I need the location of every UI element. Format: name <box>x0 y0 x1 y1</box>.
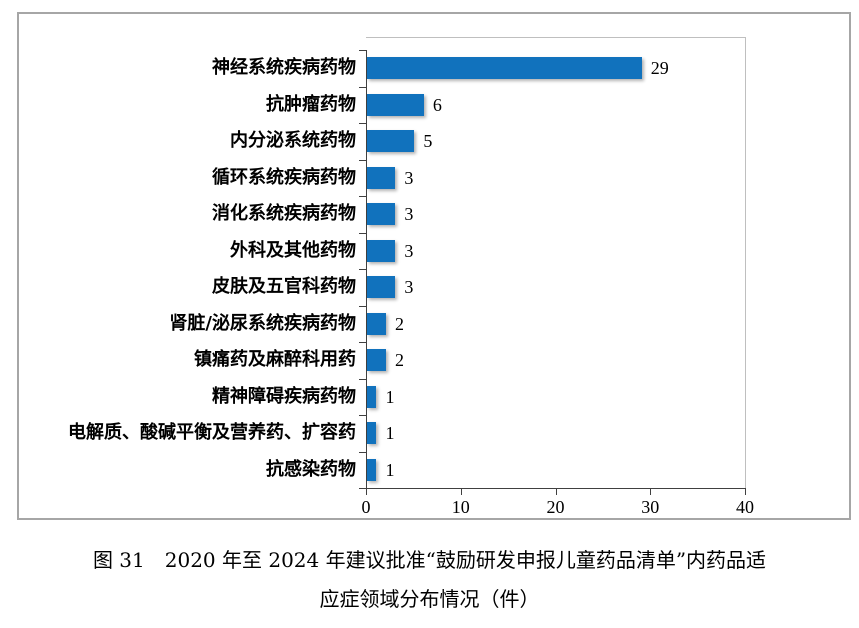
bar-value-label: 29 <box>650 58 669 79</box>
caption-line-1: 图 31 2020 年至 2024 年建议批准“鼓励研发申报儿童药品清单”内药品… <box>92 548 767 572</box>
y-axis-tick <box>359 378 366 380</box>
bar <box>367 458 377 481</box>
bar <box>367 130 415 153</box>
y-axis-tick <box>359 159 366 161</box>
bar <box>367 276 396 299</box>
bar <box>367 57 642 80</box>
bar-value-label: 3 <box>404 204 414 225</box>
bar <box>367 203 396 226</box>
x-axis-tick-label: 10 <box>451 497 470 517</box>
y-axis-tick <box>359 451 366 453</box>
bar <box>367 239 396 262</box>
category-label: 皮肤及五官科药物 <box>212 276 356 297</box>
bar-value-label: 3 <box>404 240 414 261</box>
y-axis-tick <box>359 50 366 51</box>
y-axis-tick <box>359 232 366 234</box>
y-axis-tick <box>359 86 366 88</box>
category-label: 神经系统疾病药物 <box>212 57 356 78</box>
category-label: 镇痛药及麻醉科用药 <box>194 349 356 370</box>
category-label: 抗感染药物 <box>266 458 356 480</box>
bar <box>367 422 377 445</box>
category-label: 消化系统疾病药物 <box>212 203 356 224</box>
bar-value-label: 3 <box>404 277 414 298</box>
bar-value-label: 2 <box>394 313 404 334</box>
bar <box>367 349 386 372</box>
bar-value-label: 1 <box>385 386 395 407</box>
x-axis-tick-label: 30 <box>641 497 660 517</box>
y-axis-tick <box>359 415 366 416</box>
plot-border-right <box>745 37 746 488</box>
category-label: 精神障碍疾病药物 <box>212 385 356 407</box>
bar <box>367 93 424 116</box>
y-axis-tick <box>359 269 366 270</box>
x-axis-tick <box>555 488 557 495</box>
y-axis-tick <box>359 196 366 197</box>
chart-caption: 图 31 2020 年至 2024 年建议批准“鼓励研发申报儿童药品清单”内药品… <box>0 541 859 619</box>
y-axis-tick <box>359 305 366 307</box>
plot-area: 神经系统疾病药物 29 抗肿瘤药物 6 内分泌系统药物 5 循环系统疾病药物 3 消化系统疾病药… <box>19 14 849 518</box>
bar-value-label: 1 <box>385 459 395 480</box>
category-label: 内分泌系统药物 <box>230 130 356 151</box>
x-axis-tick-label: 40 <box>736 497 754 517</box>
category-label: 外科及其他药物 <box>230 239 356 261</box>
chart-frame: 神经系统疾病药物 29 抗肿瘤药物 6 内分泌系统药物 5 循环系统疾病药物 3 消化系统疾病药… <box>17 12 851 520</box>
y-axis-tick <box>359 488 366 489</box>
category-label: 电解质、酸碱平衡及营养药、扩容药 <box>68 422 356 443</box>
category-label: 抗肿瘤药物 <box>266 93 356 115</box>
category-label: 循环系统疾病药物 <box>212 166 356 188</box>
x-axis-tick <box>460 488 462 495</box>
bar-value-label: 3 <box>404 167 414 188</box>
category-label: 肾脏/泌尿系统疾病药物 <box>169 312 356 334</box>
bar-value-label: 5 <box>423 131 433 152</box>
y-axis-line <box>366 50 367 489</box>
bar <box>367 166 396 189</box>
caption-line-2: 应症领域分布情况（件） <box>319 587 540 611</box>
x-axis-tick-label: 20 <box>546 497 565 517</box>
bar-value-label: 2 <box>394 350 404 371</box>
x-axis-tick <box>745 488 746 495</box>
bar-value-label: 6 <box>432 94 442 115</box>
plot-border-top <box>366 37 746 38</box>
x-axis-tick-label: 0 <box>361 497 371 517</box>
y-axis-tick <box>359 123 366 124</box>
x-axis-tick <box>650 488 652 495</box>
x-axis-tick <box>366 488 367 495</box>
bar-value-label: 1 <box>385 423 395 444</box>
bar <box>367 385 377 408</box>
y-axis-tick <box>359 342 366 343</box>
bar <box>367 312 386 335</box>
